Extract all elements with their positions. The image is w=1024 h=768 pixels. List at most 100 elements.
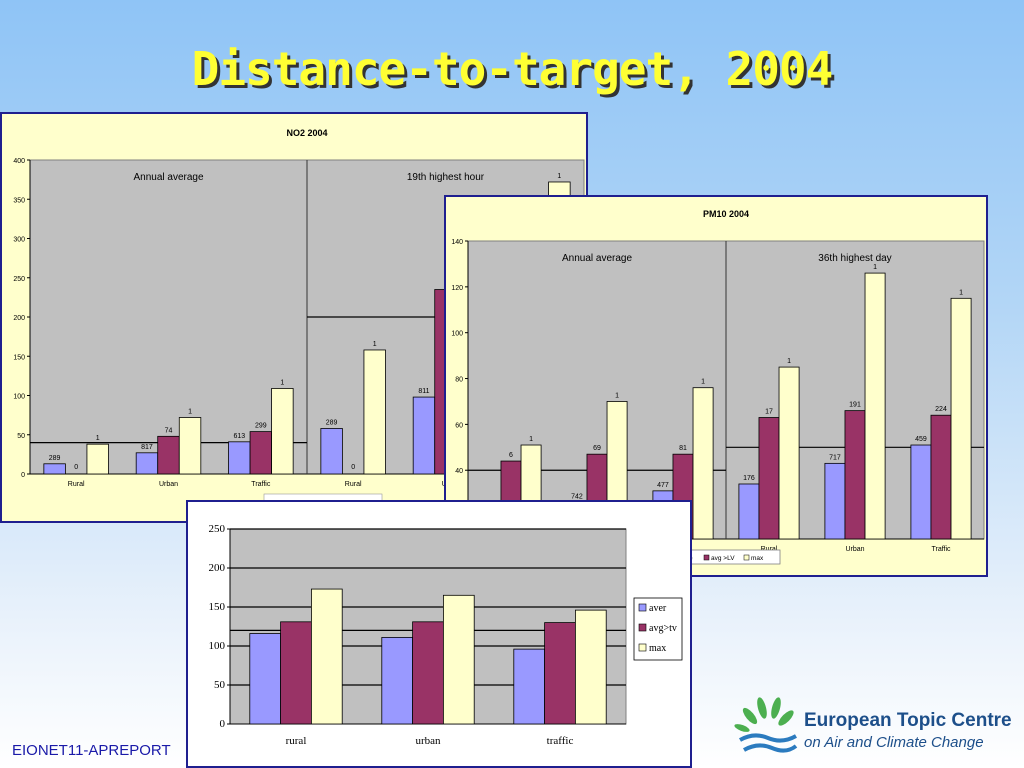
bar bbox=[280, 621, 312, 725]
y-tick-label: 100 bbox=[209, 640, 226, 652]
bar bbox=[311, 588, 343, 725]
logo-line1: European Topic Centre bbox=[804, 710, 1012, 731]
data-label: 191 bbox=[849, 402, 861, 409]
bar bbox=[363, 349, 386, 475]
slide-title: Distance-to-target, 2004 bbox=[191, 42, 834, 96]
y-tick-label: 100 bbox=[13, 394, 25, 401]
y-tick-label: 60 bbox=[455, 422, 463, 429]
footer-text: EIONET11-APREPORT bbox=[12, 742, 171, 759]
panel-label: 36th highest day bbox=[818, 253, 891, 264]
chart-title: NO2 2004 bbox=[286, 128, 327, 138]
x-tick-label: Urban bbox=[159, 481, 178, 488]
y-tick-label: 150 bbox=[13, 354, 25, 361]
bar bbox=[412, 396, 436, 475]
bar bbox=[249, 633, 281, 725]
x-tick-label: rural bbox=[286, 735, 307, 747]
data-label: 6 bbox=[509, 452, 513, 459]
y-tick-label: 120 bbox=[451, 285, 463, 292]
data-label: 817 bbox=[141, 444, 153, 451]
legend-swatch bbox=[638, 623, 647, 632]
data-label: 717 bbox=[829, 454, 841, 461]
summary-chart: 0 50 100 150 200 250 rural urban traffic aver avg>… bbox=[209, 523, 683, 747]
y-tick-label: 350 bbox=[13, 197, 25, 204]
x-tick-label: urban bbox=[415, 735, 441, 747]
y-tick-label: 300 bbox=[13, 237, 25, 244]
bar bbox=[930, 414, 952, 540]
legend-swatch bbox=[638, 643, 647, 652]
y-tick-label: 40 bbox=[455, 468, 463, 475]
y-tick-label: 50 bbox=[214, 679, 226, 691]
data-label: 299 bbox=[255, 423, 267, 430]
data-label: 74 bbox=[165, 427, 173, 434]
logo-line2: on Air and Climate Change bbox=[804, 734, 984, 751]
data-label: 0 bbox=[351, 464, 355, 471]
etc-logo: European Topic Centre on Air and Climate… bbox=[730, 688, 1012, 758]
etc-logo-icon bbox=[734, 697, 798, 753]
legend-label: max bbox=[649, 643, 666, 654]
x-tick-label: Rural bbox=[345, 481, 362, 488]
y-tick-label: 100 bbox=[451, 331, 463, 338]
data-label: 811 bbox=[418, 388, 429, 395]
bar bbox=[544, 622, 576, 725]
x-tick-label: Traffic bbox=[931, 546, 951, 553]
bar bbox=[320, 428, 343, 475]
y-tick-label: 150 bbox=[209, 601, 226, 613]
legend-label: aver bbox=[649, 603, 667, 614]
y-tick-label: 140 bbox=[451, 239, 463, 246]
bar bbox=[271, 388, 294, 475]
legend-label: max bbox=[751, 555, 764, 562]
data-label: 1 bbox=[701, 379, 705, 386]
y-tick-label: 0 bbox=[220, 718, 226, 730]
x-tick-label: Traffic bbox=[251, 481, 271, 488]
x-tick-label: Rural bbox=[68, 481, 85, 488]
bar bbox=[178, 417, 202, 475]
data-label: 1 bbox=[959, 289, 963, 296]
y-tick-label: 400 bbox=[13, 158, 25, 165]
bar bbox=[910, 444, 932, 540]
data-label: 17 bbox=[765, 409, 773, 416]
bar bbox=[758, 417, 780, 540]
data-label: 613 bbox=[233, 433, 245, 440]
bar bbox=[692, 387, 714, 540]
data-label: 1 bbox=[529, 436, 533, 443]
data-label: 1 bbox=[615, 392, 619, 399]
bar bbox=[574, 609, 607, 725]
bar bbox=[135, 452, 159, 475]
x-tick-label: Urban bbox=[845, 546, 864, 553]
bar bbox=[43, 463, 66, 475]
data-label: 69 bbox=[593, 445, 601, 452]
data-label: 176 bbox=[743, 475, 755, 482]
bar bbox=[778, 366, 800, 540]
bar bbox=[738, 483, 760, 540]
data-label: 1 bbox=[96, 435, 100, 442]
bar bbox=[228, 441, 251, 475]
panel-label: Annual average bbox=[133, 172, 203, 183]
data-label: 477 bbox=[657, 482, 669, 489]
data-label: 224 bbox=[935, 406, 947, 413]
y-tick-label: 50 bbox=[17, 433, 25, 440]
bar bbox=[381, 637, 414, 725]
bar bbox=[844, 410, 866, 540]
bar bbox=[412, 621, 444, 725]
legend-label: avg>tv bbox=[649, 623, 677, 634]
bar bbox=[249, 431, 273, 475]
data-label: 459 bbox=[915, 436, 927, 443]
bar bbox=[442, 594, 475, 725]
y-tick-label: 0 bbox=[21, 472, 25, 479]
data-label: 1 bbox=[557, 173, 561, 180]
y-tick-label: 80 bbox=[455, 377, 463, 384]
data-label: 1 bbox=[373, 341, 377, 348]
bar bbox=[86, 443, 109, 475]
x-tick-label: Rural bbox=[761, 546, 778, 553]
panel-label: Annual average bbox=[562, 253, 632, 264]
bar bbox=[157, 435, 180, 475]
data-label: 289 bbox=[49, 455, 61, 462]
bar bbox=[864, 272, 886, 540]
data-label: 289 bbox=[326, 419, 338, 426]
legend-swatch bbox=[703, 554, 710, 561]
data-label: 1 bbox=[873, 264, 877, 271]
data-label: 1 bbox=[188, 408, 192, 415]
bar bbox=[824, 462, 846, 540]
bar bbox=[513, 648, 545, 725]
x-tick-label: traffic bbox=[547, 735, 574, 747]
